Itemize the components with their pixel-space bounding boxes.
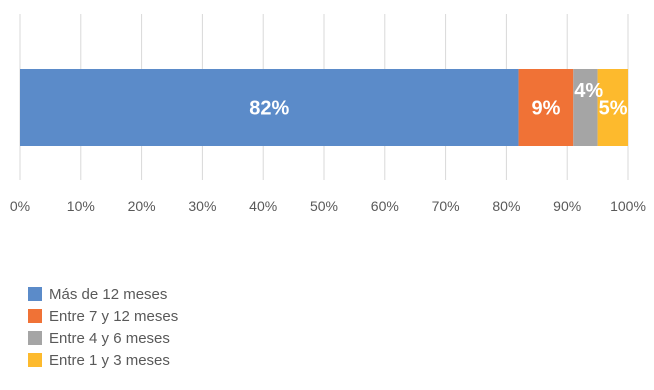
x-tick-label: 0% xyxy=(10,198,30,214)
data-label: 5% xyxy=(599,98,628,120)
legend-label: Entre 7 y 12 meses xyxy=(49,307,179,325)
x-axis-ticks: 0% 10% 20% 30% 40% 50% 60% 70% 80% 90% 100% xyxy=(10,198,646,214)
x-tick-label: 20% xyxy=(128,198,156,214)
x-tick-label: 50% xyxy=(310,198,338,214)
bar-segment xyxy=(518,69,574,146)
legend-swatch xyxy=(28,287,42,301)
bar-segments xyxy=(20,69,628,146)
legend-item: Entre 4 y 6 meses xyxy=(28,327,178,349)
x-tick-label: 30% xyxy=(188,198,216,214)
legend-swatch xyxy=(28,331,42,345)
x-tick-label: 90% xyxy=(553,198,581,214)
legend-label: Más de 12 meses xyxy=(49,285,168,303)
data-label: 82% xyxy=(249,98,289,120)
legend: Más de 12 meses Entre 7 y 12 meses Entre… xyxy=(28,283,178,371)
x-tick-label: 60% xyxy=(371,198,399,214)
legend-item: Entre 7 y 12 meses xyxy=(28,305,178,327)
bar-segment xyxy=(597,69,628,146)
legend-label: Entre 1 y 3 meses xyxy=(49,351,170,369)
bar-segment xyxy=(20,69,519,146)
legend-swatch xyxy=(28,309,42,323)
x-tick-label: 10% xyxy=(67,198,95,214)
x-tick-label: 100% xyxy=(610,198,646,214)
data-label: 4% xyxy=(574,80,603,102)
x-tick-label: 70% xyxy=(432,198,460,214)
legend-label: Entre 4 y 6 meses xyxy=(49,329,170,347)
legend-item: Más de 12 meses xyxy=(28,283,178,305)
x-tick-label: 80% xyxy=(492,198,520,214)
bar-segment xyxy=(573,69,598,146)
x-tick-label: 40% xyxy=(249,198,277,214)
legend-item: Entre 1 y 3 meses xyxy=(28,349,178,371)
data-labels: 82% 9% 4%5% xyxy=(249,80,627,120)
legend-swatch xyxy=(28,353,42,367)
data-label: 9% xyxy=(531,98,560,120)
